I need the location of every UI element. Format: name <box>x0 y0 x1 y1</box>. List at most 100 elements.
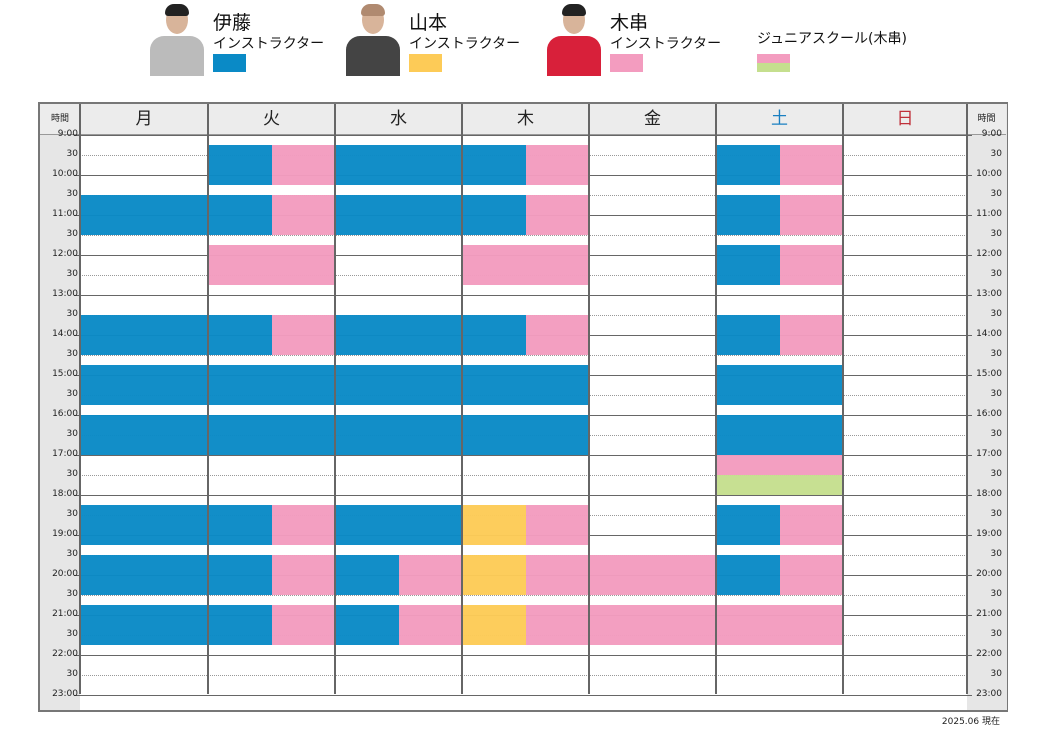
time-label-right: 20:00 <box>976 569 1002 579</box>
lesson-block-kigushi <box>717 455 843 475</box>
time-label-left: 16:00 <box>52 409 78 419</box>
time-label-left: 30 <box>66 429 78 439</box>
lesson-block-kigushi <box>463 245 589 285</box>
time-label-left: 30 <box>66 229 78 239</box>
lesson-block-kigushi <box>780 555 843 595</box>
legend-swatch <box>610 54 643 72</box>
lesson-block-ito <box>717 145 780 185</box>
lesson-block-kigushi <box>272 555 335 595</box>
time-label-left: 30 <box>66 349 78 359</box>
time-label-right: 30 <box>990 549 1002 559</box>
time-label-left: 30 <box>66 189 78 199</box>
as-of-date: 2025.06 現在 <box>941 717 1000 727</box>
time-label-left: 12:00 <box>52 249 78 259</box>
lesson-block-ito <box>717 365 843 405</box>
lesson-block-kigushi <box>399 605 462 645</box>
lesson-block-ito <box>209 195 272 235</box>
time-label-right: 21:00 <box>976 609 1002 619</box>
lesson-block-ito <box>463 145 526 185</box>
half-hour-line <box>80 475 967 476</box>
lesson-block-kigushi <box>780 245 843 285</box>
time-label-left: 15:00 <box>52 369 78 379</box>
time-label-right: 30 <box>990 629 1002 639</box>
lesson-block-yamamoto <box>463 605 526 645</box>
lesson-block-kigushi <box>780 195 843 235</box>
avatar-body <box>547 36 601 76</box>
time-label-right: 30 <box>990 349 1002 359</box>
lesson-block-ito <box>717 415 843 455</box>
lesson-block-ito <box>463 195 526 235</box>
time-label-right: 11:00 <box>976 209 1002 219</box>
time-label-left: 19:00 <box>52 529 78 539</box>
time-label-right: 17:00 <box>976 449 1002 459</box>
time-label-left: 30 <box>66 149 78 159</box>
time-label-left: 30 <box>66 469 78 479</box>
lesson-block-kigushi <box>209 245 335 285</box>
legend-swatch <box>213 54 246 72</box>
time-column-left <box>40 104 80 710</box>
instructor-ito-photo <box>146 4 208 76</box>
time-label-right: 9:00 <box>981 129 1002 139</box>
lesson-block-kigushi <box>526 505 589 545</box>
lesson-block-ito <box>717 555 780 595</box>
time-label-right: 13:00 <box>976 289 1002 299</box>
time-label-left: 13:00 <box>52 289 78 299</box>
time-label-right: 30 <box>990 669 1002 679</box>
column-divider <box>461 104 463 694</box>
legend-swatch-top <box>757 54 790 63</box>
avatar-body <box>346 36 400 76</box>
column-divider <box>842 104 844 694</box>
day-header: 日 <box>843 104 967 135</box>
day-header: 木 <box>462 104 589 135</box>
lesson-block-kigushi <box>590 555 716 595</box>
legend-swatch <box>409 54 442 72</box>
column-divider <box>334 104 336 694</box>
lesson-block-ito <box>81 195 208 235</box>
time-label-right: 12:00 <box>976 249 1002 259</box>
lesson-block-ito <box>81 505 208 545</box>
time-label-right: 30 <box>990 269 1002 279</box>
lesson-block-ito <box>209 145 272 185</box>
day-header: 水 <box>335 104 462 135</box>
lesson-block-ito <box>209 415 335 455</box>
time-label-left: 9:00 <box>57 129 78 139</box>
lesson-block-kigushi <box>272 145 335 185</box>
column-divider <box>79 104 81 694</box>
lesson-block-yamamoto <box>463 505 526 545</box>
day-header: 金 <box>589 104 716 135</box>
lesson-block-kigushi <box>399 555 462 595</box>
lesson-block-kigushi <box>780 145 843 185</box>
lesson-block-kigushi <box>526 555 589 595</box>
lesson-block-ito <box>336 605 399 645</box>
hour-line <box>74 695 972 696</box>
time-label-left: 17:00 <box>52 449 78 459</box>
lesson-block-ito <box>336 505 462 545</box>
hour-line <box>74 495 972 496</box>
time-column-right <box>967 104 1007 710</box>
lesson-block-ito <box>209 605 272 645</box>
hour-line <box>74 135 972 136</box>
time-label-right: 30 <box>990 589 1002 599</box>
day-header: 月 <box>80 104 208 135</box>
lesson-block-kigushi <box>526 315 589 355</box>
lesson-block-ito <box>81 365 208 405</box>
time-label-right: 30 <box>990 469 1002 479</box>
lesson-block-ito <box>336 315 462 355</box>
instructor-kigushi-photo <box>543 4 605 76</box>
lesson-block-ito <box>463 315 526 355</box>
legend-name: 伊藤 <box>213 12 252 34</box>
time-label-right: 10:00 <box>976 169 1002 179</box>
lesson-block-ito <box>81 315 208 355</box>
time-label-left: 20:00 <box>52 569 78 579</box>
lesson-block-ito <box>209 505 272 545</box>
lesson-block-ito <box>336 555 399 595</box>
header-time-left: 時間 <box>40 104 80 135</box>
time-label-left: 18:00 <box>52 489 78 499</box>
lesson-block-ito <box>717 195 780 235</box>
time-label-right: 30 <box>990 429 1002 439</box>
day-header: 土 <box>716 104 843 135</box>
column-divider <box>207 104 209 694</box>
time-label-left: 30 <box>66 669 78 679</box>
time-label-left: 30 <box>66 389 78 399</box>
